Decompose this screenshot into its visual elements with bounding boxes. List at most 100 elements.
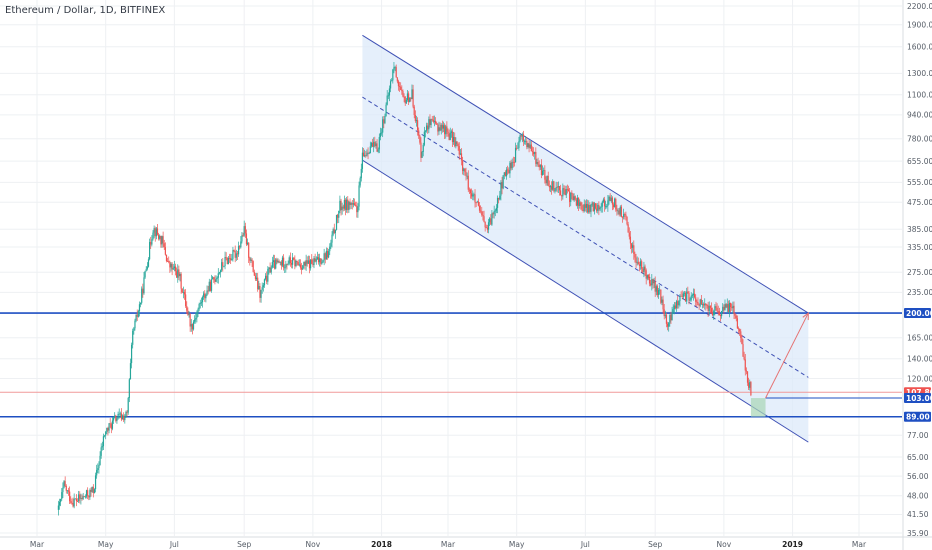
candle-body xyxy=(744,359,746,371)
candle xyxy=(420,137,422,162)
candle-body xyxy=(435,120,437,124)
candle xyxy=(325,247,327,260)
candle-body xyxy=(731,307,733,309)
candle xyxy=(322,259,324,264)
candle xyxy=(721,310,723,319)
candle xyxy=(681,290,683,300)
candle xyxy=(709,305,711,314)
candle xyxy=(750,381,752,397)
candle xyxy=(405,98,407,104)
candle-body xyxy=(476,201,478,203)
candle xyxy=(347,196,349,214)
candle-body xyxy=(746,371,749,383)
candle xyxy=(571,190,573,200)
candle-body xyxy=(560,190,562,196)
candle-body xyxy=(100,447,102,456)
candle xyxy=(456,140,458,147)
candle xyxy=(569,187,571,208)
candle xyxy=(433,115,436,127)
candle xyxy=(404,96,406,106)
candle-body xyxy=(735,315,737,319)
candle xyxy=(498,197,500,204)
candle xyxy=(732,301,734,314)
candle-body xyxy=(398,86,401,88)
candle xyxy=(189,313,191,332)
candle-body xyxy=(441,124,443,129)
candle-body xyxy=(332,229,334,235)
candle xyxy=(683,290,686,297)
candle-body xyxy=(570,192,572,202)
candle xyxy=(703,302,705,308)
candle xyxy=(377,147,379,154)
candle-body xyxy=(579,202,581,206)
candle xyxy=(545,176,547,186)
candle xyxy=(93,488,96,494)
candle-body xyxy=(496,197,499,208)
candle xyxy=(205,293,207,303)
target-zone xyxy=(750,398,766,417)
candle-body xyxy=(709,305,711,308)
candle xyxy=(662,295,664,314)
candle xyxy=(406,90,409,102)
candle-body xyxy=(185,294,187,307)
candle xyxy=(349,198,351,210)
candle xyxy=(333,223,335,235)
candle xyxy=(215,275,217,282)
candle xyxy=(743,351,745,361)
candle xyxy=(236,251,239,260)
candle xyxy=(289,252,291,267)
candle-body xyxy=(213,277,215,280)
candle xyxy=(668,322,670,332)
candle-body xyxy=(329,246,331,252)
candle-body xyxy=(507,169,509,171)
candle xyxy=(194,315,196,324)
candle xyxy=(436,121,438,125)
candle xyxy=(334,229,336,239)
candle-body xyxy=(385,104,387,116)
candle-body xyxy=(303,261,305,266)
candle xyxy=(246,238,249,246)
candle xyxy=(468,187,470,194)
candle xyxy=(466,172,468,180)
candle-body xyxy=(94,475,97,490)
candle-body xyxy=(526,140,528,148)
candle xyxy=(655,284,657,296)
candle-body xyxy=(296,260,298,263)
candle-body xyxy=(357,206,359,213)
candle-body xyxy=(302,265,304,270)
candle xyxy=(490,214,492,225)
candle-body xyxy=(168,261,170,263)
candle xyxy=(344,198,347,216)
candle xyxy=(173,260,175,272)
candle xyxy=(710,302,713,315)
candle-body xyxy=(718,311,720,315)
candle-body xyxy=(468,189,470,191)
candle-body xyxy=(183,292,186,295)
candle-body xyxy=(699,299,701,306)
candle xyxy=(432,115,434,124)
candle-body xyxy=(328,251,330,258)
candle-body xyxy=(287,263,289,265)
candle xyxy=(171,262,173,276)
candle-body xyxy=(494,210,496,212)
candle-body xyxy=(189,314,191,327)
candle xyxy=(744,353,746,376)
candle-body xyxy=(108,423,110,431)
candle xyxy=(323,248,325,266)
candle xyxy=(348,200,350,213)
candle-body xyxy=(717,311,719,312)
candle-body xyxy=(528,143,530,148)
candle-body xyxy=(110,424,112,429)
candle xyxy=(388,85,391,102)
candle xyxy=(749,379,751,391)
candle xyxy=(192,320,195,331)
candle-body xyxy=(460,153,463,161)
y-tick-label: 940.00 xyxy=(907,111,932,120)
candle xyxy=(742,339,744,357)
candle-body xyxy=(301,267,303,270)
y-tick-label: 120.00 xyxy=(907,374,932,383)
candle-body xyxy=(727,304,729,312)
candle-body xyxy=(580,202,582,206)
